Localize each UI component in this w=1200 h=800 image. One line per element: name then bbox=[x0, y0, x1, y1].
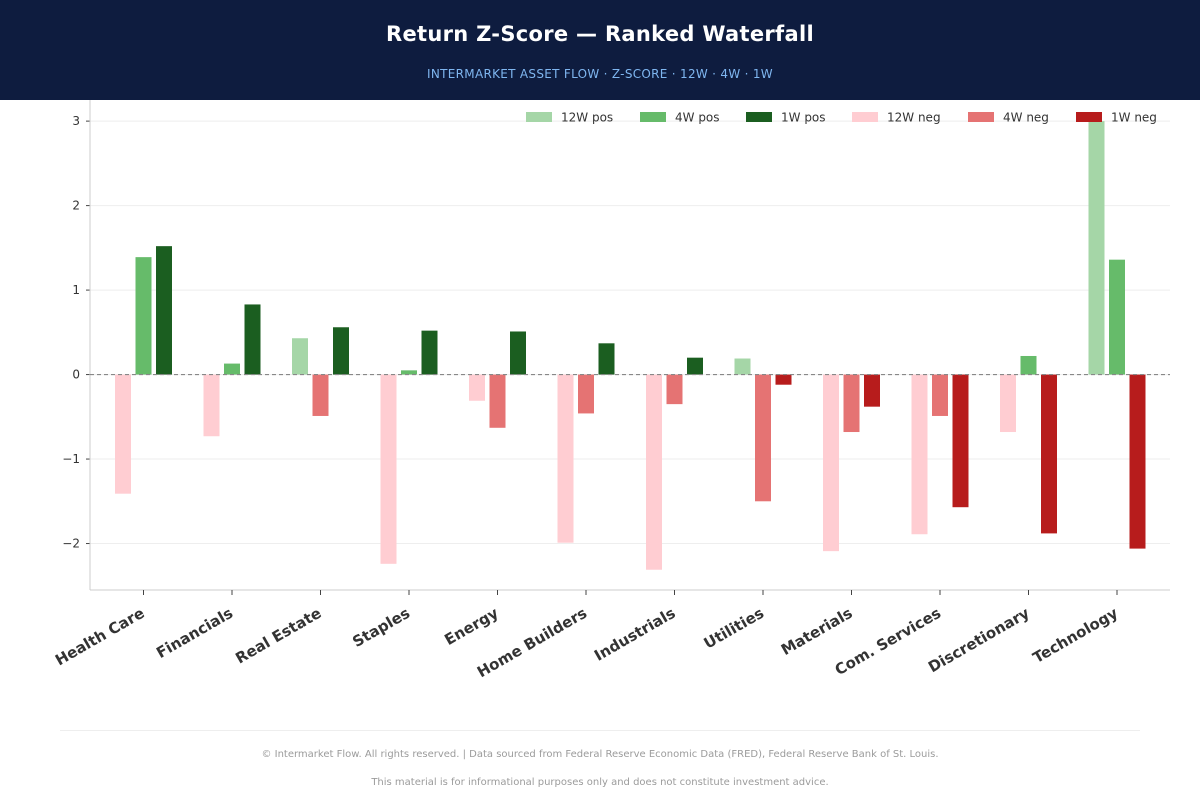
bar-12w-discretionary bbox=[1000, 374, 1016, 433]
x-tick-label: Staples bbox=[349, 604, 413, 651]
y-tick-label: 2 bbox=[72, 199, 80, 213]
page-subtitle: INTERMARKET ASSET FLOW · Z-SCORE · 12W ·… bbox=[427, 67, 773, 81]
legend-swatch bbox=[852, 112, 878, 122]
bar-12w-industrials bbox=[646, 374, 662, 570]
x-tick-label: Utilities bbox=[701, 604, 767, 653]
legend-swatch bbox=[640, 112, 666, 122]
bar-4w-materials bbox=[843, 374, 860, 433]
bar-1w-industrials bbox=[687, 357, 703, 375]
bar-12w-real-estate bbox=[292, 338, 308, 375]
y-tick-label: −2 bbox=[62, 537, 80, 551]
bar-1w-technology bbox=[1129, 374, 1146, 549]
x-tick-label: Health Care bbox=[52, 604, 147, 669]
legend-label: 12W pos bbox=[561, 111, 613, 125]
bar-1w-real-estate bbox=[333, 327, 349, 375]
bar-1w-discretionary bbox=[1041, 374, 1057, 534]
bar-1w-staples bbox=[421, 330, 438, 375]
y-tick-label: 1 bbox=[72, 283, 80, 297]
bar-4w-real-estate bbox=[312, 374, 329, 416]
bar-4w-technology bbox=[1109, 259, 1125, 375]
bar-4w-staples bbox=[401, 370, 417, 375]
bar-1w-health-care bbox=[156, 246, 172, 375]
bar-4w-discretionary bbox=[1020, 355, 1037, 375]
bar-12w-energy bbox=[469, 374, 485, 401]
footer-copyright: © Intermarket Flow. All rights reserved.… bbox=[261, 749, 939, 760]
x-tick-label: Financials bbox=[153, 604, 236, 662]
x-tick-label: Energy bbox=[441, 604, 501, 649]
page-title: Return Z-Score — Ranked Waterfall bbox=[386, 22, 814, 46]
legend-label: 12W neg bbox=[887, 111, 941, 125]
legend-label: 1W pos bbox=[781, 111, 826, 125]
legend-label: 1W neg bbox=[1111, 111, 1157, 125]
bar-4w-health-care bbox=[135, 257, 152, 375]
footer-disclaimer: This material is for informational purpo… bbox=[371, 777, 829, 788]
bar-1w-financials bbox=[244, 304, 261, 375]
bar-4w-energy bbox=[489, 374, 506, 428]
legend-label: 4W pos bbox=[675, 111, 720, 125]
bar-1w-utilities bbox=[775, 374, 792, 385]
bar-4w-utilities bbox=[755, 374, 771, 502]
legend-swatch bbox=[526, 112, 552, 122]
bar-12w-technology bbox=[1088, 121, 1105, 375]
bar-1w-energy bbox=[510, 331, 526, 375]
bar-12w-health-care bbox=[115, 374, 131, 494]
bar-1w-home-builders bbox=[598, 343, 615, 375]
legend-swatch bbox=[1076, 112, 1102, 122]
bar-12w-home-builders bbox=[557, 374, 574, 543]
bar-4w-industrials bbox=[666, 374, 683, 405]
legend-swatch bbox=[968, 112, 994, 122]
bar-1w-materials bbox=[864, 374, 880, 407]
footer-divider bbox=[60, 730, 1140, 731]
x-tick-label: Technology bbox=[1030, 604, 1121, 667]
y-tick-label: −1 bbox=[62, 452, 80, 466]
x-tick-label: Industrials bbox=[591, 604, 678, 665]
bar-4w-financials bbox=[224, 363, 240, 375]
legend-swatch bbox=[746, 112, 772, 122]
y-tick-label: 0 bbox=[72, 368, 80, 382]
bar-12w-utilities bbox=[734, 358, 751, 375]
x-tick-label: Real Estate bbox=[232, 604, 324, 668]
x-tick-label: Discretionary bbox=[925, 604, 1033, 676]
bar-12w-materials bbox=[823, 374, 839, 552]
legend-label: 4W neg bbox=[1003, 111, 1049, 125]
bar-12w-com-services bbox=[911, 374, 928, 535]
bar-4w-home-builders bbox=[578, 374, 594, 414]
bar-1w-com-services bbox=[952, 374, 969, 508]
y-tick-label: 3 bbox=[72, 114, 80, 128]
x-tick-label: Materials bbox=[778, 604, 856, 659]
bar-4w-com-services bbox=[932, 374, 948, 416]
bar-12w-financials bbox=[203, 374, 220, 437]
header-banner: Return Z-Score — Ranked Waterfall INTERM… bbox=[0, 0, 1200, 100]
bar-12w-staples bbox=[380, 374, 397, 564]
